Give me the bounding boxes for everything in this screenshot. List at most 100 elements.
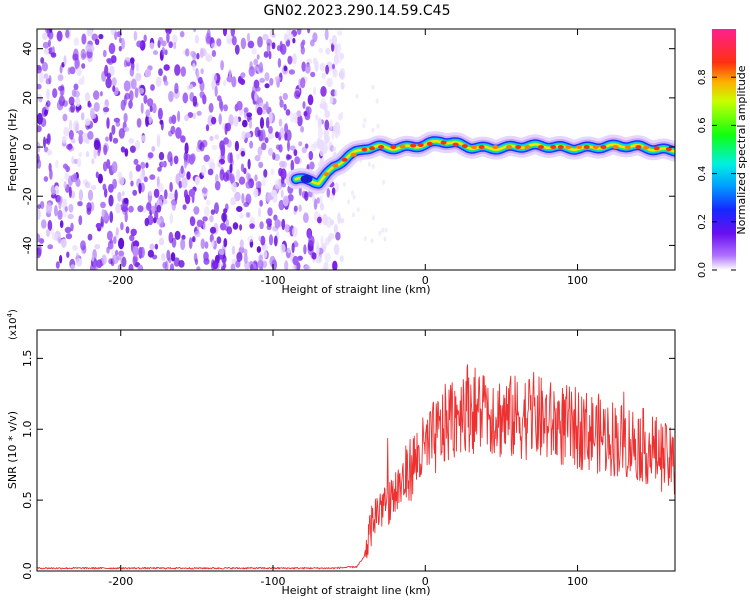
noise-blob	[234, 44, 240, 55]
noise-blob	[148, 190, 153, 197]
noise-blob	[85, 138, 90, 145]
noise-blob	[193, 206, 200, 215]
noise-blob	[90, 185, 97, 190]
noise-blob	[106, 159, 111, 169]
noise-blob	[98, 33, 104, 40]
noise-blob	[160, 161, 166, 167]
noise-blob	[277, 58, 282, 68]
noise-blob	[103, 107, 110, 113]
noise-blob	[239, 224, 243, 231]
noise-blob	[303, 244, 307, 255]
noise-blob	[180, 238, 186, 251]
noise-blob	[65, 233, 73, 240]
noise-blob	[337, 212, 341, 224]
noise-blob	[40, 57, 45, 64]
noise-blob	[174, 189, 178, 201]
noise-blob	[331, 130, 335, 140]
signal-track-peak	[361, 147, 368, 152]
noise-blob	[256, 106, 263, 116]
noise-blob	[102, 49, 107, 58]
noise-blob	[123, 59, 128, 68]
noise-blob	[71, 156, 75, 165]
noise-blob	[48, 30, 54, 40]
y-tick-label: 40	[21, 42, 34, 56]
noise-blob	[320, 235, 324, 247]
noise-blob	[63, 55, 67, 66]
noise-blob	[211, 144, 218, 151]
noise-blob	[170, 200, 175, 205]
noise-blob	[300, 126, 305, 133]
signal-track-peak	[550, 145, 557, 149]
noise-blob	[324, 119, 330, 131]
noise-blob	[222, 29, 228, 37]
colorbar-gradient	[712, 29, 736, 270]
noise-blob	[47, 220, 53, 231]
noise-blob	[226, 76, 233, 83]
snr-x-ticks: -200 -100 0 100	[108, 330, 588, 588]
noise-blob	[135, 72, 142, 82]
noise-blob	[170, 125, 176, 135]
noise-blob	[80, 240, 86, 251]
noise-blob	[332, 68, 338, 78]
noise-blob	[37, 204, 41, 210]
noise-blob	[180, 66, 186, 77]
noise-blob	[284, 123, 289, 134]
noise-blob	[214, 202, 219, 215]
noise-blob	[317, 216, 322, 224]
y-tick-label: 0.5	[21, 491, 34, 509]
noise-blob	[287, 33, 294, 41]
noise-blob	[61, 135, 67, 144]
noise-blob	[177, 110, 181, 123]
noise-blob	[70, 264, 76, 270]
noise-blob	[109, 211, 114, 223]
noise-blob	[259, 77, 265, 83]
snr-multiplier: (x104)	[6, 309, 19, 340]
noise-blob	[118, 237, 125, 250]
noise-blob	[144, 217, 150, 227]
noise-blob	[73, 120, 80, 132]
noise-blob	[132, 254, 138, 267]
noise-blob	[166, 31, 170, 44]
noise-blob	[233, 115, 239, 127]
noise-blob	[84, 92, 90, 102]
noise-blob	[41, 219, 47, 229]
noise-blob	[307, 29, 311, 34]
noise-blob	[205, 52, 210, 61]
x-tick-label: -100	[261, 575, 286, 588]
x-tick-label: 100	[567, 274, 588, 287]
noise-blob	[158, 237, 165, 246]
signal-track-peak	[426, 141, 433, 146]
noise-blob	[203, 206, 210, 217]
noise-blob	[141, 135, 147, 142]
noise-blob	[272, 152, 276, 161]
noise-blob	[310, 71, 316, 78]
noise-blob	[130, 57, 135, 64]
noise-blob	[239, 78, 246, 85]
noise-blob	[220, 60, 225, 71]
noise-blob	[97, 149, 101, 157]
noise-blob	[205, 32, 211, 45]
noise-blob	[287, 55, 293, 65]
signal-track-peak	[592, 145, 599, 149]
noise-blob	[129, 67, 135, 77]
noise-blob	[153, 188, 160, 198]
signal-track-peak	[624, 145, 631, 149]
noise-blob	[307, 229, 312, 239]
noise-blob	[192, 112, 197, 120]
noise-blob	[70, 103, 76, 113]
y-tick-label: 1.0	[21, 420, 34, 438]
noise-blob	[320, 203, 325, 211]
noise-blob	[68, 186, 72, 198]
noise-blob	[81, 63, 86, 69]
noise-blob	[146, 202, 152, 212]
noise-blob	[108, 183, 114, 193]
signal-track-start	[300, 175, 313, 184]
noise-blob	[210, 209, 216, 215]
noise-blob	[72, 245, 78, 251]
noise-blob	[43, 73, 49, 80]
noise-blob	[267, 147, 274, 156]
noise-blob	[261, 129, 266, 141]
noise-blob	[239, 239, 244, 249]
noise-blob	[174, 82, 179, 94]
noise-blob	[274, 179, 280, 190]
